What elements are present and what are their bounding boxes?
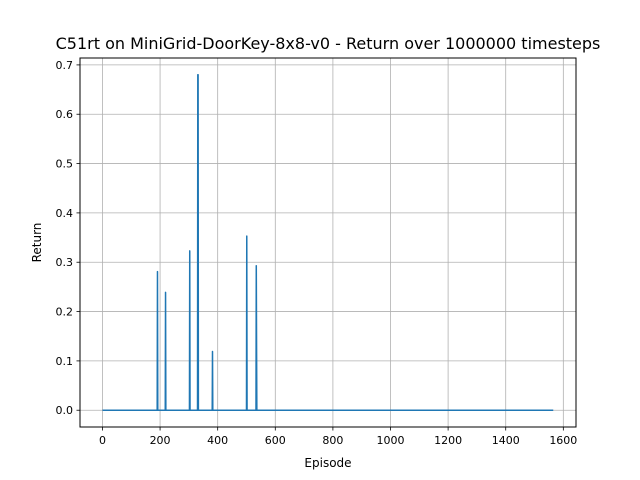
x-tick-label: 0 (99, 434, 106, 447)
y-tick-label: 0.7 (56, 59, 74, 72)
x-tick-label: 1400 (492, 434, 520, 447)
y-tick-label: 0.3 (56, 256, 74, 269)
x-tick-label: 800 (322, 434, 343, 447)
x-tick-label: 200 (150, 434, 171, 447)
y-axis-label: Return (30, 223, 44, 263)
y-tick-label: 0.2 (56, 306, 74, 319)
series-group (102, 74, 554, 411)
ticks: 0 200 400 600 800 1000 1200 1400 1600 0.0 0.1 0.2 0.… (56, 59, 578, 447)
y-tick-label: 0.6 (56, 108, 74, 121)
x-tick-label: 400 (207, 434, 228, 447)
x-tick-label: 1600 (549, 434, 577, 447)
y-tick-label: 0.1 (56, 355, 74, 368)
y-tick-label: 0.0 (56, 404, 74, 417)
series-line (102, 74, 554, 411)
y-tick-label: 0.5 (56, 158, 74, 171)
grid (80, 58, 576, 427)
y-tick-label: 0.4 (56, 207, 74, 220)
chart-title: C51rt on MiniGrid-DoorKey-8x8-v0 - Retur… (56, 34, 601, 53)
x-tick-label: 1000 (377, 434, 405, 447)
x-axis-label: Episode (304, 456, 351, 470)
x-tick-label: 1200 (434, 434, 462, 447)
x-tick-label: 600 (265, 434, 286, 447)
plot-frame (79, 57, 577, 428)
